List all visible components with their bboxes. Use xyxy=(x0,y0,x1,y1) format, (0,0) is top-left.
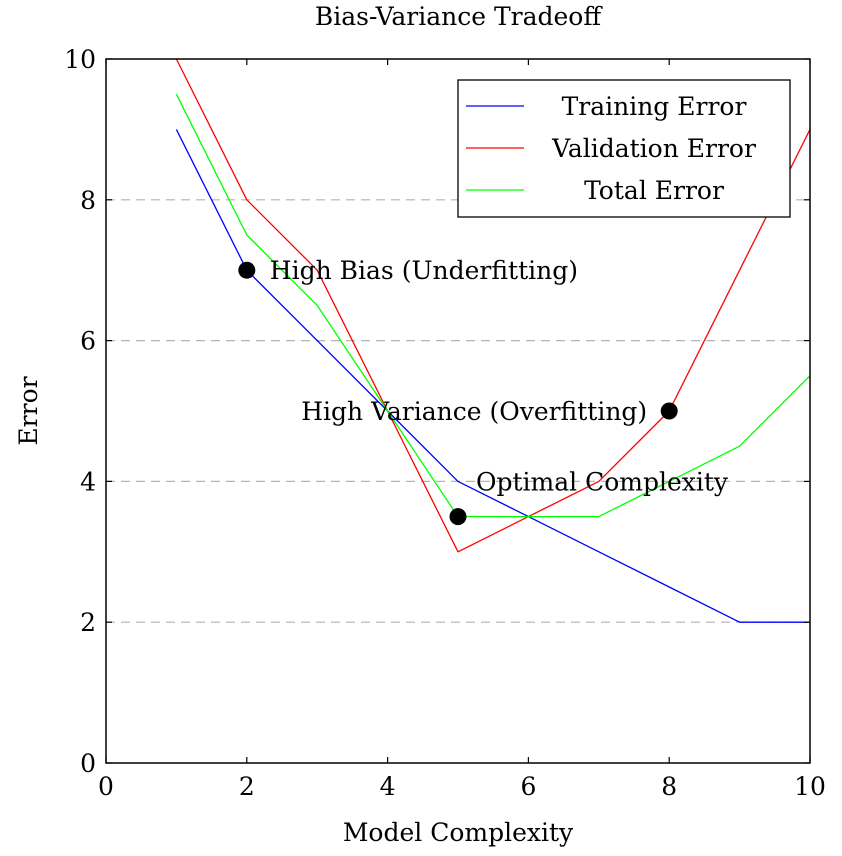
x-tick-label: 10 xyxy=(794,772,826,801)
plot-frame xyxy=(105,58,811,764)
annotations: High Bias (Underfitting) High Variance (O… xyxy=(238,256,729,526)
x-tick-label: 8 xyxy=(661,772,677,801)
annotation-marker-0 xyxy=(238,261,256,279)
legend-label-2: Total Error xyxy=(584,176,724,205)
x-tick-label: 2 xyxy=(239,772,255,801)
series-line-0 xyxy=(175,129,810,623)
series-lines xyxy=(175,58,811,623)
annotation-marker-2 xyxy=(449,508,467,526)
legend-label-0: Training Error xyxy=(562,92,747,121)
annotation-marker-1 xyxy=(660,402,678,420)
annotation-label-0: High Bias (Underfitting) xyxy=(270,256,578,285)
ticks: 0 2 4 6 8 10 0 2 4 6 8 10 xyxy=(64,45,826,801)
legend: Training Error Validation Error Total Erro… xyxy=(457,79,791,218)
x-tick-label: 4 xyxy=(380,772,396,801)
annotation-label-1: High Variance (Overfitting) xyxy=(301,397,647,426)
y-axis-title: Error xyxy=(14,376,43,445)
x-tick-label: 6 xyxy=(520,772,536,801)
y-tick-label: 8 xyxy=(80,186,96,215)
y-tick-label: 4 xyxy=(80,467,96,496)
x-axis-title: Model Complexity xyxy=(343,818,574,847)
x-tick-label: 0 xyxy=(98,772,114,801)
y-tick-label: 2 xyxy=(80,608,96,637)
series-line-2 xyxy=(175,93,811,518)
y-tick-label: 10 xyxy=(64,45,96,74)
chart-title: Bias-Variance Tradeoff xyxy=(315,2,603,31)
series-line-1 xyxy=(175,58,811,553)
annotation-label-2: Optimal Complexity xyxy=(476,468,729,497)
y-tick-label: 0 xyxy=(80,749,96,778)
legend-label-1: Validation Error xyxy=(551,134,756,163)
y-tick-label: 6 xyxy=(80,327,96,356)
